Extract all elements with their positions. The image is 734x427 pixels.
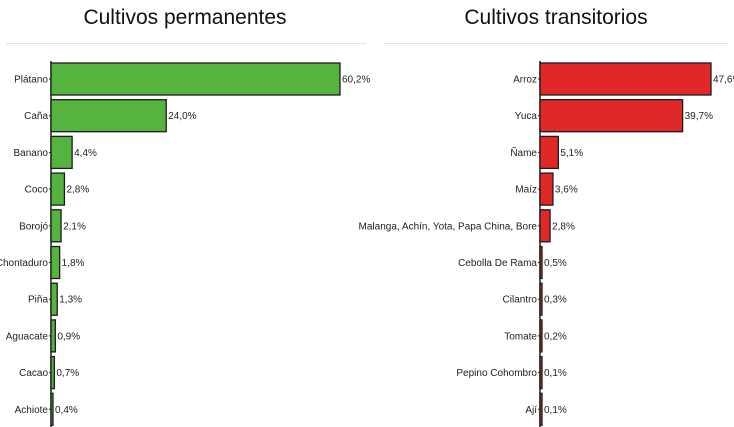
value-label: 0,3% — [544, 295, 567, 306]
bar-permanentes — [50, 282, 58, 316]
category-label: Chontaduro — [0, 258, 48, 269]
bar-transitorios — [539, 245, 543, 280]
bar-transitorios — [539, 355, 543, 390]
chart-permanentes: Plátano 60,2% Caña 24,0% Banano 4,4% Coco 2,8% B… — [0, 61, 370, 427]
bar-transitorios — [539, 282, 543, 316]
bar-permanentes — [50, 135, 73, 170]
bar-permanentes — [50, 99, 167, 133]
category-label: Yuca — [515, 111, 538, 122]
category-label: Arroz — [513, 75, 537, 86]
bar-transitorios — [539, 172, 554, 206]
bar-permanentes — [50, 319, 56, 353]
category-label: Maíz — [515, 185, 537, 196]
value-label: 47,6% — [713, 75, 734, 86]
bar-transitorios — [539, 62, 712, 96]
category-label: Achiote — [15, 405, 49, 416]
bar-permanentes — [50, 392, 54, 426]
category-label: Plátano — [14, 75, 48, 86]
category-label: Tomate — [504, 331, 537, 342]
chart-title-permanentes: Cultivos permanentes — [83, 6, 287, 29]
value-label: 4,4% — [74, 148, 97, 159]
bar-permanentes — [50, 245, 61, 280]
chart-transitorios: Arroz 47,6% Yuca 39,7% Ñame 5,1% Maíz 3,6% Malan… — [359, 61, 734, 427]
value-label: 0,1% — [544, 405, 567, 416]
category-label: Pepino Cohombro — [456, 368, 537, 379]
category-label: Cacao — [19, 368, 48, 379]
category-label: Cilantro — [503, 295, 538, 306]
value-label: 0,1% — [544, 368, 567, 379]
chart-title-transitorios: Cultivos transitorios — [464, 6, 648, 29]
value-label: 24,0% — [168, 111, 196, 122]
value-label: 0,7% — [56, 368, 79, 379]
bar-permanentes — [50, 355, 56, 390]
category-label: Caña — [24, 111, 48, 122]
value-label: 0,5% — [544, 258, 567, 269]
value-label: 1,3% — [59, 295, 82, 306]
value-label: 5,1% — [560, 148, 583, 159]
category-label: Borojó — [19, 221, 48, 232]
value-label: 2,8% — [552, 221, 575, 232]
bar-permanentes — [50, 209, 62, 243]
category-label: Cebolla De Rama — [458, 258, 537, 269]
category-label: Banano — [14, 148, 49, 159]
bar-permanentes — [50, 172, 66, 206]
bar-transitorios — [539, 392, 543, 426]
value-label: 2,8% — [66, 185, 89, 196]
bar-transitorios — [539, 99, 684, 133]
divider-left — [6, 43, 366, 44]
divider-right — [384, 43, 728, 44]
category-label: Piña — [28, 295, 48, 306]
value-label: 3,6% — [555, 185, 578, 196]
value-label: 60,2% — [342, 75, 370, 86]
bar-permanentes — [50, 62, 341, 96]
category-label: Malanga, Achín, Yota, Papa China, Bore — [359, 221, 538, 232]
value-label: 39,7% — [685, 111, 713, 122]
value-label: 0,4% — [55, 405, 78, 416]
value-label: 2,1% — [63, 221, 86, 232]
bar-transitorios — [539, 209, 551, 243]
category-label: Aguacate — [6, 331, 49, 342]
category-label: Ají — [525, 405, 537, 416]
value-label: 1,8% — [62, 258, 85, 269]
bar-transitorios — [539, 135, 559, 170]
value-label: 0,2% — [544, 331, 567, 342]
category-label: Coco — [25, 185, 49, 196]
bar-transitorios — [539, 319, 543, 353]
value-label: 0,9% — [57, 331, 80, 342]
category-label: Ñame — [510, 146, 537, 159]
